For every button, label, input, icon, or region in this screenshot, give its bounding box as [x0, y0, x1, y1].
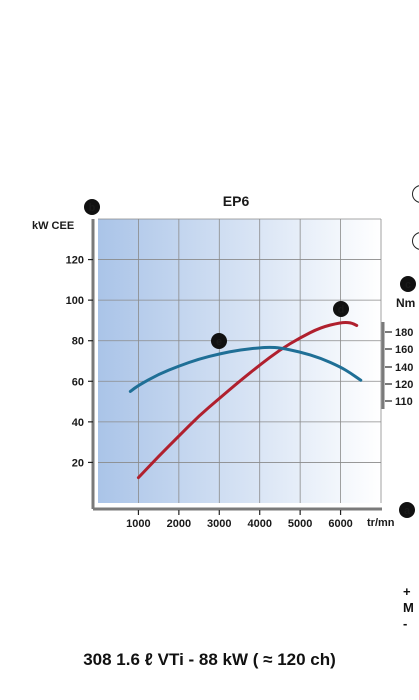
- torque-curve-marker-badge: [211, 333, 227, 349]
- x-tick-label: 5000: [288, 518, 312, 530]
- right-axis-marker-badge: [400, 276, 416, 292]
- left-axis-marker-letter: b: [89, 202, 96, 214]
- right-axis-label: Nm: [396, 296, 415, 310]
- torque-curve-marker-letter: e: [216, 336, 222, 348]
- power-curve-marker-letter: d: [338, 304, 345, 316]
- power-curve-marker-badge: [333, 301, 349, 317]
- plot-area-background: [98, 219, 381, 503]
- x-axis-label: tr/mn: [367, 517, 395, 529]
- y-left-tick-label: 100: [66, 295, 84, 307]
- y-left-tick-label: 60: [72, 376, 84, 388]
- series-line-d: [136, 320, 359, 480]
- y-right-tick-label: 140: [395, 362, 413, 374]
- y-left-tick-label: 80: [72, 336, 84, 348]
- x-tick-label: 4000: [247, 518, 271, 530]
- y-right-tick-label: 120: [395, 379, 413, 391]
- engine-caption: 308 1.6 ℓ VTi - 88 kW ( ≈ 120 ch): [83, 650, 336, 669]
- left-axis-label: kW CEE: [32, 220, 74, 232]
- right-axis-marker-letter: c: [405, 279, 411, 291]
- y-right-tick-label: 180: [395, 327, 413, 339]
- side-letter-m: M: [403, 600, 414, 615]
- x-tick-label: 6000: [328, 518, 352, 530]
- y-left-tick-label: 40: [72, 417, 84, 429]
- x-tick-label: 3000: [207, 518, 231, 530]
- y-right-tick-label: 160: [395, 344, 413, 356]
- left-axis-marker-badge: [84, 199, 100, 215]
- x-axis-marker-badge: [399, 502, 415, 518]
- series-line-e: [128, 345, 363, 393]
- y-right-tick-label: 110: [395, 396, 413, 408]
- side-plus-sign: +: [403, 584, 411, 599]
- x-tick-label: 1000: [126, 518, 150, 530]
- side-minus-sign: -: [403, 616, 408, 631]
- chart-title: EP6: [223, 193, 250, 209]
- y-left-tick-label: 20: [72, 457, 84, 469]
- x-axis-marker-letter: a: [404, 505, 411, 517]
- x-tick-label: 2000: [167, 518, 191, 530]
- y-left-tick-label: 120: [66, 255, 84, 267]
